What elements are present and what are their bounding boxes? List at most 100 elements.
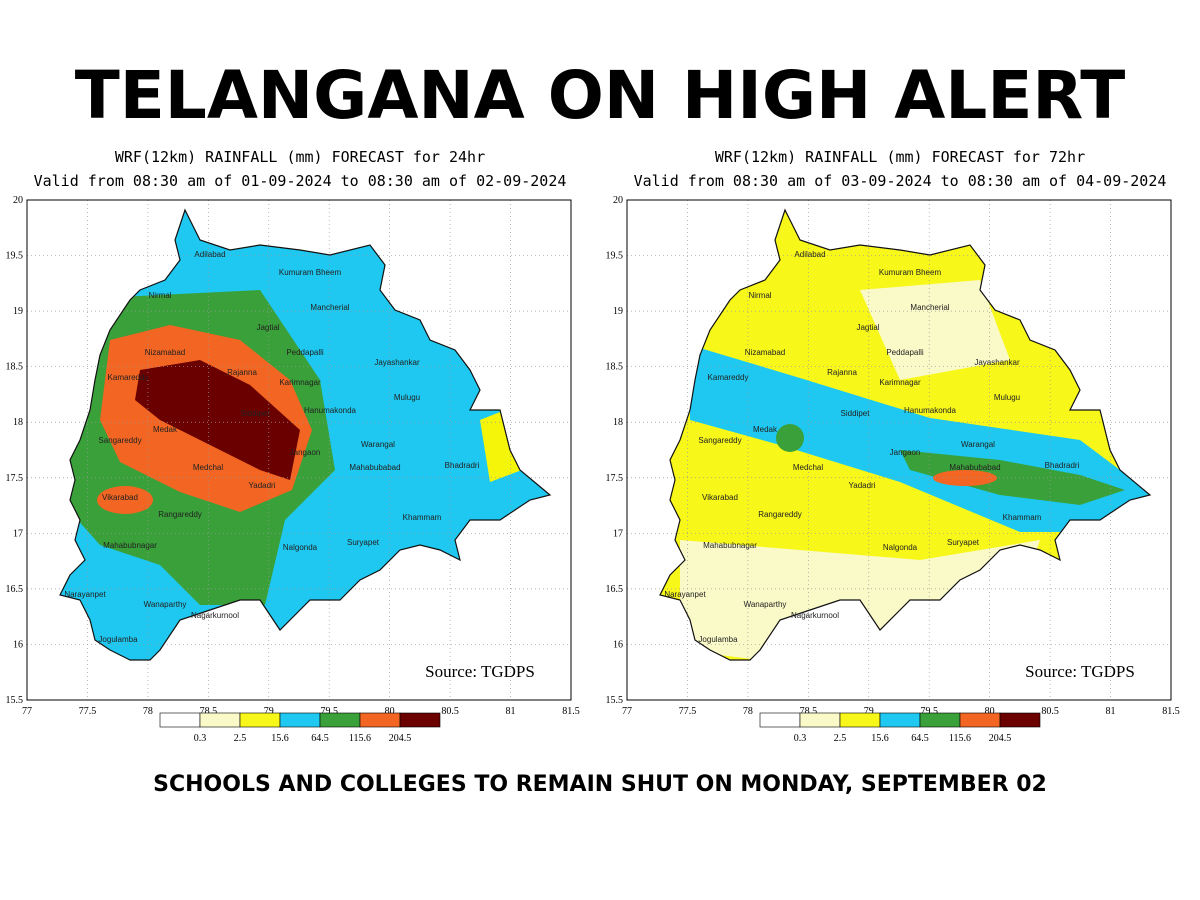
x-tick-label: 77	[22, 706, 32, 717]
y-tick-label: 15.5	[6, 695, 24, 706]
x-tick-label: 79	[864, 706, 874, 717]
legend-label: 64.5	[911, 733, 929, 744]
x-tick-label: 80	[385, 706, 395, 717]
legend-label: 204.5	[989, 733, 1012, 744]
legend-swatch	[199, 712, 241, 728]
district-label: Jagtial	[856, 323, 879, 332]
legend-label: 204.5	[389, 733, 412, 744]
district-label: Nizamabad	[145, 348, 185, 357]
district-label: Mahabubnagar	[703, 541, 757, 550]
district-label: Jagtial	[256, 323, 279, 332]
y-tick-label: 20	[13, 195, 23, 206]
y-tick-label: 17.5	[606, 473, 624, 484]
district-label: Medak	[153, 425, 178, 434]
district-label: Jayashankar	[974, 358, 1020, 367]
district-label: Nizamabad	[745, 348, 785, 357]
x-tick-label: 80.5	[441, 706, 459, 717]
district-label: Jogulamba	[98, 635, 138, 644]
rain-fill	[60, 210, 550, 660]
x-tick-label: 78.5	[800, 706, 818, 717]
district-label: Mahabubabad	[949, 463, 1000, 472]
legend-swatch	[319, 712, 361, 728]
district-label: Mulugu	[994, 393, 1020, 402]
district-label: Vikarabad	[102, 493, 138, 502]
district-label: Peddapalli	[886, 348, 924, 357]
district-label: Sangareddy	[98, 436, 141, 445]
legend-label: 15.6	[871, 733, 889, 744]
y-tick-label: 19	[13, 306, 23, 317]
legend-swatch	[359, 712, 401, 728]
legend-swatch	[159, 712, 201, 728]
map-title: WRF(12km) RAINFALL (mm) FORECAST for 24h…	[115, 148, 485, 166]
x-tick-label: 79	[264, 706, 274, 717]
map-subtitle: Valid from 08:30 am of 01-09-2024 to 08:…	[34, 172, 567, 190]
district-label: Adilabad	[194, 250, 225, 259]
district-label: Kumuram Bheem	[879, 268, 942, 277]
map-panel: WRF(12km) RAINFALL (mm) FORECAST for 24h…	[6, 148, 580, 744]
x-tick-label: 79.5	[320, 706, 338, 717]
district-label: Kumuram Bheem	[279, 268, 342, 277]
district-label: Suryapet	[347, 538, 380, 547]
district-label: Rangareddy	[158, 510, 202, 519]
legend-label: 115.6	[949, 733, 971, 744]
district-label: Suryapet	[947, 538, 980, 547]
x-tick-label: 81	[1106, 706, 1116, 717]
y-tick-label: 17	[613, 528, 623, 539]
district-label: Nirmal	[148, 291, 171, 300]
district-label: Khammam	[403, 513, 442, 522]
legend-label: 2.5	[234, 733, 247, 744]
x-tick-label: 80.5	[1041, 706, 1059, 717]
district-label: Siddipet	[241, 409, 271, 418]
y-tick-label: 18.5	[6, 362, 24, 373]
legend-swatch	[919, 712, 961, 728]
x-tick-label: 78	[143, 706, 153, 717]
x-tick-label: 81.5	[1162, 706, 1180, 717]
district-label: Nagarkurnool	[791, 611, 839, 620]
legend-label: 15.6	[271, 733, 289, 744]
district-label: Medchal	[193, 463, 223, 472]
y-tick-label: 18.5	[606, 362, 624, 373]
district-label: Hanumakonda	[904, 406, 957, 415]
map-subtitle: Valid from 08:30 am of 03-09-2024 to 08:…	[634, 172, 1167, 190]
district-label: Karimnagar	[279, 378, 321, 387]
district-label: Vikarabad	[702, 493, 738, 502]
district-label: Narayanpet	[664, 590, 706, 599]
y-tick-label: 19.5	[6, 251, 24, 262]
legend-swatch	[959, 712, 1001, 728]
district-label: Warangal	[961, 440, 995, 449]
district-label: Mancherial	[910, 303, 949, 312]
legend-swatch	[799, 712, 841, 728]
district-label: Warangal	[361, 440, 395, 449]
source-label: Source: TGDPS	[1025, 662, 1135, 681]
district-label: Nirmal	[748, 291, 771, 300]
district-label: Karimnagar	[879, 378, 921, 387]
map-frame	[26, 199, 572, 701]
district-label: Kamareddy	[708, 373, 749, 382]
legend-swatch	[999, 712, 1041, 728]
legend-label: 0.3	[194, 733, 207, 744]
x-tick-label: 81	[506, 706, 516, 717]
district-label: Sangareddy	[698, 436, 741, 445]
district-label: Nagarkurnool	[191, 611, 239, 620]
district-label: Narayanpet	[64, 590, 106, 599]
district-label: Mulugu	[394, 393, 420, 402]
y-tick-label: 15.5	[606, 695, 624, 706]
district-label: Siddipet	[841, 409, 871, 418]
x-tick-label: 81.5	[562, 706, 580, 717]
district-label: Wanaparthy	[744, 600, 787, 609]
district-label: Hanumakonda	[304, 406, 357, 415]
map-frame	[626, 199, 1172, 701]
y-tick-label: 19.5	[606, 251, 624, 262]
district-label: Nalgonda	[283, 543, 318, 552]
x-tick-label: 80	[985, 706, 995, 717]
district-label: Nalgonda	[883, 543, 918, 552]
y-tick-label: 16	[613, 639, 623, 650]
y-tick-label: 18	[13, 417, 23, 428]
district-label: Mahabubabad	[349, 463, 400, 472]
district-label: Bhadradri	[445, 461, 480, 470]
rain-fill	[660, 210, 1150, 660]
y-tick-label: 16	[13, 639, 23, 650]
legend-swatch	[879, 712, 921, 728]
y-tick-label: 20	[613, 195, 623, 206]
